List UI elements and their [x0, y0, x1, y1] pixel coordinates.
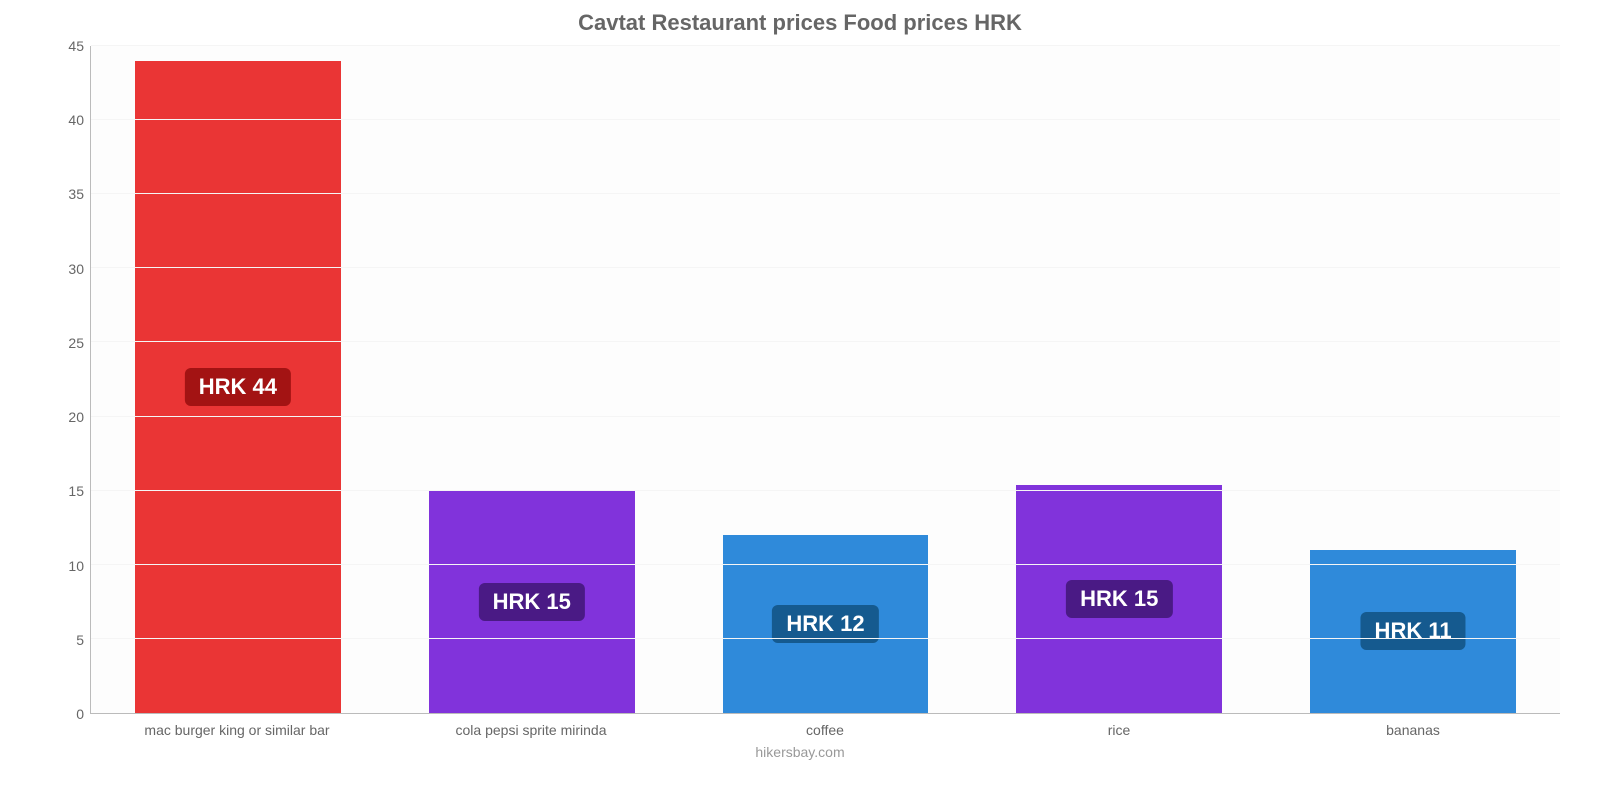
x-tick-label: coffee	[678, 722, 972, 738]
y-tick-label: 0	[76, 706, 84, 722]
plot-row: 051015202530354045 HRK 44HRK 15HRK 12HRK…	[40, 46, 1560, 714]
y-tick-label: 30	[68, 261, 84, 277]
x-axis-labels: mac burger king or similar barcola pepsi…	[90, 722, 1560, 738]
value-badge: HRK 15	[479, 583, 585, 621]
gridline	[91, 638, 1560, 639]
y-axis: 051015202530354045	[40, 46, 90, 714]
y-tick-label: 15	[68, 483, 84, 499]
value-badge: HRK 15	[1066, 580, 1172, 618]
bar-slot: HRK 44	[91, 46, 385, 713]
gridline	[91, 341, 1560, 342]
bar: HRK 12	[723, 535, 929, 713]
gridline	[91, 193, 1560, 194]
x-tick-label: bananas	[1266, 722, 1560, 738]
gridline	[91, 119, 1560, 120]
chart-container: Cavtat Restaurant prices Food prices HRK…	[20, 0, 1580, 780]
bars-layer: HRK 44 HRK 15 HRK 12 HRK 15 HRK 11	[91, 46, 1560, 713]
y-tick-label: 35	[68, 186, 84, 202]
gridline	[91, 490, 1560, 491]
y-tick-label: 25	[68, 335, 84, 351]
x-tick-label: mac burger king or similar bar	[90, 722, 384, 738]
bar: HRK 15	[1016, 485, 1222, 713]
bar: HRK 44	[135, 61, 341, 713]
y-tick-label: 40	[68, 112, 84, 128]
chart-title: Cavtat Restaurant prices Food prices HRK	[40, 10, 1560, 36]
bar-slot: HRK 12	[679, 46, 973, 713]
gridline	[91, 267, 1560, 268]
y-tick-label: 20	[68, 409, 84, 425]
value-badge: HRK 44	[185, 368, 291, 406]
gridline	[91, 416, 1560, 417]
y-tick-label: 10	[68, 558, 84, 574]
x-tick-label: cola pepsi sprite mirinda	[384, 722, 678, 738]
attribution-text: hikersbay.com	[40, 744, 1560, 760]
bar: HRK 11	[1310, 550, 1516, 713]
bar-slot: HRK 15	[385, 46, 679, 713]
bar-slot: HRK 11	[1266, 46, 1560, 713]
y-tick-label: 5	[76, 632, 84, 648]
value-badge: HRK 11	[1361, 612, 1466, 650]
y-tick-label: 45	[68, 38, 84, 54]
bar-slot: HRK 15	[972, 46, 1266, 713]
x-tick-label: rice	[972, 722, 1266, 738]
gridline	[91, 564, 1560, 565]
gridline	[91, 45, 1560, 46]
bar: HRK 15	[429, 491, 635, 713]
plot-area: HRK 44 HRK 15 HRK 12 HRK 15 HRK 11	[90, 46, 1560, 714]
